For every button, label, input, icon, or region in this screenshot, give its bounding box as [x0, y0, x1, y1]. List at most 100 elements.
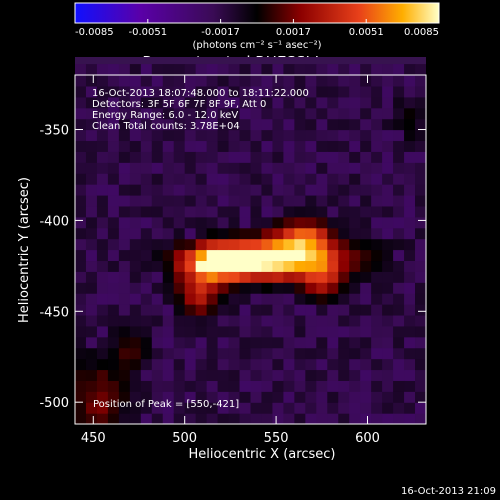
heatmap-cell: [382, 413, 394, 424]
heatmap-cell: [96, 238, 109, 251]
heatmap-cell: [173, 238, 186, 251]
heatmap-cell: [118, 75, 131, 87]
heatmap-cell: [195, 358, 208, 371]
heatmap-cell: [129, 391, 142, 403]
heatmap-cell: [393, 173, 405, 185]
heatmap-cell: [382, 369, 394, 381]
heatmap-cell: [173, 314, 186, 327]
heatmap-cell: [261, 64, 274, 76]
heatmap-cell: [129, 380, 142, 392]
heatmap-cell: [85, 391, 98, 403]
heatmap-cell: [316, 85, 328, 98]
heatmap-cell: [338, 227, 350, 240]
heatmap-cell: [184, 64, 197, 76]
heatmap-cell: [206, 271, 219, 283]
heatmap-cell: [305, 238, 317, 251]
heatmap-cell: [283, 162, 295, 174]
info-line-detectors: Detectors: 3F 5F 6F 7F 8F 9F, Att 0: [92, 99, 266, 110]
heatmap-cell: [283, 64, 295, 76]
heatmap-cell: [85, 151, 98, 163]
heatmap-cell: [349, 391, 361, 403]
heatmap-cell: [129, 173, 142, 185]
heatmap-cell: [294, 85, 306, 98]
y-tick-label: -350: [39, 124, 69, 139]
heatmap-cell: [360, 282, 372, 294]
heatmap-cell: [206, 140, 219, 152]
heatmap-cell: [250, 380, 263, 392]
heatmap-cell: [173, 293, 186, 305]
heatmap-cell: [250, 107, 263, 120]
heatmap-cell: [107, 293, 120, 305]
heatmap-cell: [349, 173, 361, 185]
heatmap-cell: [75, 238, 87, 251]
heatmap-cell: [206, 85, 219, 98]
heatmap-cell: [338, 380, 350, 392]
heatmap-cell: [250, 249, 263, 262]
heatmap-cell: [382, 293, 394, 305]
heatmap-cell: [404, 304, 416, 316]
peak-position-label: Position of Peak = [550,-421]: [93, 399, 239, 410]
heatmap-cell: [283, 271, 295, 283]
heatmap-cell: [96, 293, 109, 305]
heatmap-cell: [162, 107, 175, 120]
heatmap-cell: [75, 314, 87, 327]
heatmap-cell: [272, 216, 285, 229]
heatmap-cell: [371, 227, 383, 240]
heatmap-cell: [140, 293, 153, 305]
heatmap-cell: [85, 184, 98, 196]
heatmap-cell: [327, 413, 339, 424]
heatmap-cell: [107, 358, 120, 371]
heatmap-cell: [107, 194, 120, 207]
heatmap-cell: [382, 96, 394, 109]
heatmap-cell: [261, 325, 274, 338]
heatmap-cell: [393, 293, 405, 305]
heatmap-cell: [415, 369, 426, 381]
heatmap-cell: [184, 75, 197, 87]
heatmap-cell: [217, 173, 230, 185]
heatmap-cell: [349, 118, 361, 131]
heatmap-cell: [404, 271, 416, 283]
heatmap-cell: [294, 216, 306, 229]
heatmap-cell: [250, 402, 263, 414]
heatmap-cell: [184, 314, 197, 327]
heatmap-cell: [294, 173, 306, 185]
heatmap-cell: [118, 184, 131, 196]
heatmap-cell: [272, 336, 285, 349]
heatmap-cell: [162, 249, 175, 262]
heatmap-cell: [360, 216, 372, 229]
heatmap-cell: [184, 402, 197, 414]
heatmap-cell: [349, 238, 361, 251]
heatmap-cell: [338, 249, 350, 262]
heatmap-cell: [151, 282, 164, 294]
heatmap-cell: [250, 358, 263, 371]
heatmap-cell: [349, 402, 361, 414]
heatmap-cell: [360, 336, 372, 349]
heatmap-cell: [272, 347, 285, 360]
heatmap-cell: [206, 118, 219, 131]
heatmap-cell: [261, 96, 274, 109]
heatmap-cell: [261, 162, 274, 174]
heatmap-cell: [349, 194, 361, 207]
heatmap-cell: [75, 140, 87, 152]
heatmap-cell: [96, 271, 109, 283]
heatmap-cell: [162, 271, 175, 283]
heatmap-cell: [338, 369, 350, 381]
heatmap-cell: [75, 64, 87, 76]
heatmap-cell: [393, 249, 405, 262]
heatmap-cell: [261, 227, 274, 240]
heatmap-cell: [272, 129, 285, 142]
heatmap-cell: [349, 129, 361, 142]
heatmap-cell: [75, 227, 87, 240]
heatmap-cell: [272, 107, 285, 120]
heatmap-cell: [349, 64, 361, 76]
heatmap-cell: [382, 402, 394, 414]
heatmap-cell: [151, 358, 164, 371]
heatmap-cell: [415, 314, 426, 327]
heatmap-cell: [228, 162, 241, 174]
heatmap-cell: [305, 118, 317, 131]
heatmap-cell: [75, 380, 87, 392]
heatmap-cell: [338, 184, 350, 196]
heatmap-cell: [316, 260, 328, 272]
heatmap-cell: [239, 140, 252, 152]
heatmap-cell: [338, 413, 350, 424]
